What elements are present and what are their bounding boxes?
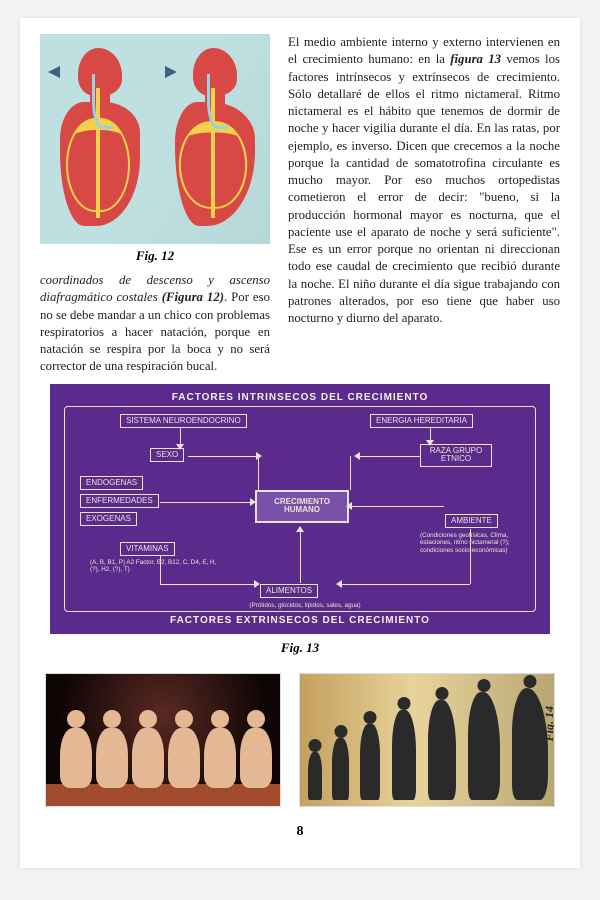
fig13-box-endogenas: ENDOGENAS (80, 476, 143, 491)
fig13-box-energia: ENERGIA HEREDITARIA (370, 414, 473, 429)
diaphragm-torso-exhale (165, 44, 260, 234)
fig13-box-alimentos: ALIMENTOS (260, 584, 318, 599)
fig13-box-vitaminas: VITAMINAS (120, 542, 175, 557)
page-number: 8 (20, 806, 580, 854)
fig13-ambiente-detail: (Condiciones geofísicas, Clima, estacion… (420, 532, 530, 555)
top-row: Fig. 12 coordinados de descenso y ascens… (20, 18, 580, 376)
figure-13-caption: Fig. 13 (50, 640, 550, 656)
figure-13-wrap: FACTORES INTRINSECOS DEL CRECIMIENTO FAC… (20, 376, 580, 674)
right-column: El medio ambiente interno y externo inte… (288, 34, 560, 376)
fig13-box-center: CRECIMIENTO HUMANO (255, 490, 349, 524)
page: Fig. 12 coordinados de descenso y ascens… (20, 18, 580, 868)
diaphragm-torso-inhale (50, 44, 145, 234)
figure-12-image (40, 34, 270, 244)
figure-13-diagram: FACTORES INTRINSECOS DEL CRECIMIENTO FAC… (50, 384, 550, 634)
fig13-box-enfermedades: ENFERMEDADES (80, 494, 159, 509)
fig13-box-ambiente: AMBIENTE (445, 514, 498, 529)
fig13-box-exogenas: EXOGENAS (80, 512, 137, 527)
right-body-text: El medio ambiente interno y externo inte… (288, 34, 560, 328)
fig13-alimentos-detail: (Prótidos, glúcidos, lípidos, sales, agu… (195, 602, 415, 610)
fig13-box-neuro: SISTEMA NEUROENDOCRINO (120, 414, 247, 429)
figure-14-photo: Fig. 14 (300, 674, 554, 806)
bottom-row: Fig. 14 (20, 674, 580, 806)
left-body-text: coordinados de descenso y ascenso diafra… (40, 272, 270, 376)
figure-12-caption: Fig. 12 (40, 248, 270, 264)
left-column: Fig. 12 coordinados de descenso y ascens… (40, 34, 270, 376)
fig13-title-bottom: FACTORES EXTRINSECOS DEL CRECIMIENTO (50, 615, 550, 626)
figure-14-caption: Fig. 14 (542, 706, 554, 741)
fig13-vitamins-detail: (A, B, B1, P) A2 Factor, B2, B12, C, D4,… (90, 559, 220, 574)
figure-babies-photo (46, 674, 280, 806)
fig13-center-label: CRECIMIENTO HUMANO (274, 497, 330, 515)
fig13-title-top: FACTORES INTRINSECOS DEL CRECIMIENTO (50, 392, 550, 403)
